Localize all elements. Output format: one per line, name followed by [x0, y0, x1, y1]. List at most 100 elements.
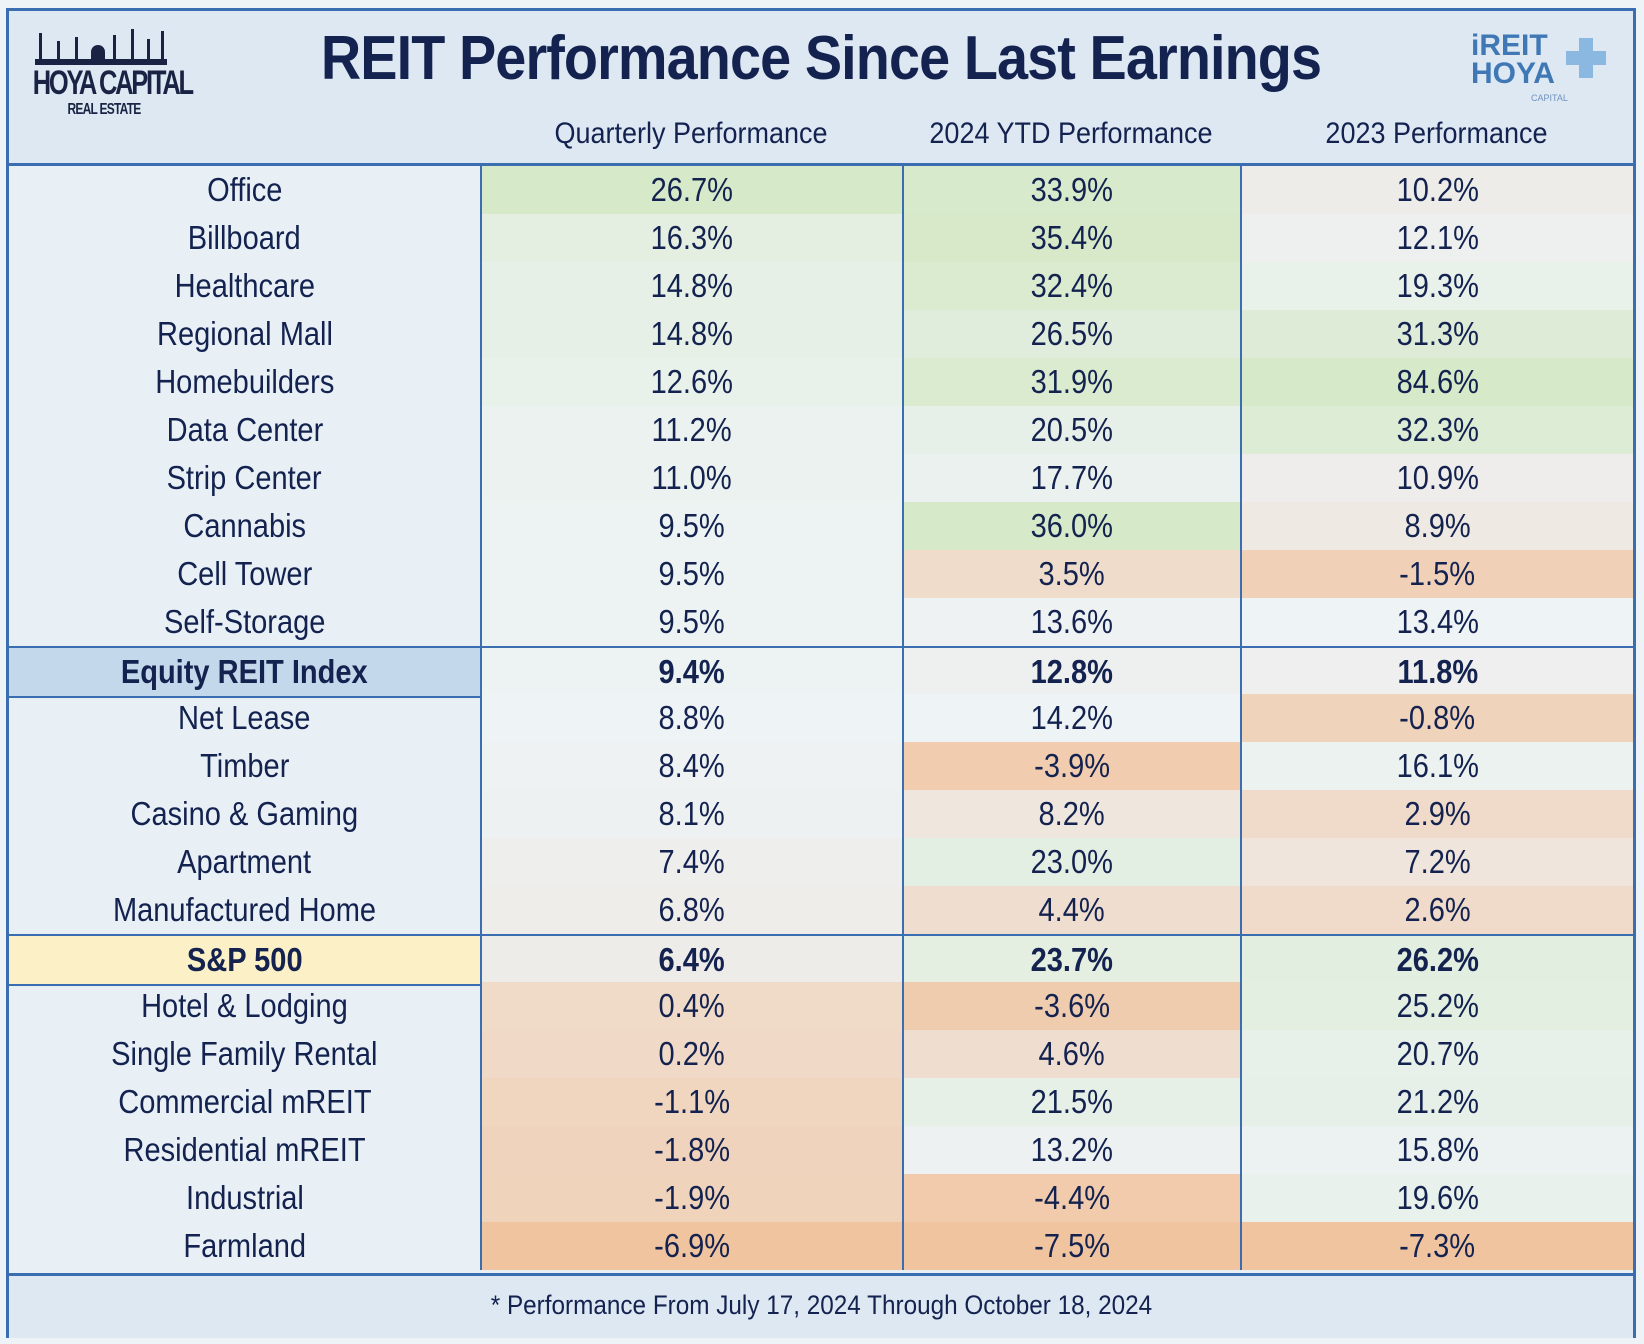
- equity-benchmark-row: Equity REIT Index 9.4% 12.8% 11.8%: [9, 646, 1633, 698]
- cell-ytd: 32.4%: [902, 262, 1240, 310]
- cell-y2023: 26.2%: [1240, 936, 1633, 984]
- cell-ytd: 33.9%: [902, 166, 1240, 214]
- cell-ytd: 31.9%: [902, 358, 1240, 406]
- sector-name: Self-Storage: [163, 603, 326, 640]
- table-row: Net Lease 8.8% 14.2% -0.8%: [9, 694, 1633, 742]
- cell-q: 14.8%: [480, 262, 902, 310]
- cell-q: 6.8%: [480, 886, 902, 934]
- table-row: Farmland -6.9% -7.5% -7.3%: [9, 1222, 1633, 1270]
- table-row: Manufactured Home 6.8% 4.4% 2.6%: [9, 886, 1633, 934]
- sector-name: Homebuilders: [154, 363, 335, 400]
- sector-name: Commercial mREIT: [117, 1083, 372, 1120]
- sector-name: Equity REIT Index: [9, 648, 480, 696]
- sector-name: Apartment: [177, 843, 312, 880]
- cell-ytd: -3.6%: [902, 982, 1240, 1030]
- cell-y2023: 21.2%: [1240, 1078, 1633, 1126]
- cell-ytd: 35.4%: [902, 214, 1240, 262]
- cell-y2023: 19.6%: [1240, 1174, 1633, 1222]
- cell-ytd: 3.5%: [902, 550, 1240, 598]
- sector-name: Net Lease: [178, 699, 311, 736]
- table-row: Industrial -1.9% -4.4% 19.6%: [9, 1174, 1633, 1222]
- column-header-ytd: 2024 YTD Performance: [929, 117, 1213, 150]
- table-row: Apartment 7.4% 23.0% 7.2%: [9, 838, 1633, 886]
- table-row: Commercial mREIT -1.1% 21.5% 21.2%: [9, 1078, 1633, 1126]
- cell-q: 11.2%: [480, 406, 902, 454]
- cell-q: -6.9%: [480, 1222, 902, 1270]
- cell-y2023: 11.8%: [1240, 648, 1633, 696]
- table-row: Cell Tower 9.5% 3.5% -1.5%: [9, 550, 1633, 598]
- sector-name: Strip Center: [167, 459, 322, 496]
- table-row: Billboard 16.3% 35.4% 12.1%: [9, 214, 1633, 262]
- sector-name: Industrial: [185, 1179, 304, 1216]
- cell-ytd: 21.5%: [902, 1078, 1240, 1126]
- cell-y2023: 25.2%: [1240, 982, 1633, 1030]
- cell-ytd: 20.5%: [902, 406, 1240, 454]
- cell-y2023: 12.1%: [1240, 214, 1633, 262]
- cell-ytd: -3.9%: [902, 742, 1240, 790]
- cell-y2023: -0.8%: [1240, 694, 1633, 742]
- cell-y2023: 16.1%: [1240, 742, 1633, 790]
- table-row: Residential mREIT -1.8% 13.2% 15.8%: [9, 1126, 1633, 1174]
- sector-name: Billboard: [187, 219, 301, 256]
- cell-q: 0.4%: [480, 982, 902, 1030]
- cell-ytd: 23.7%: [902, 936, 1240, 984]
- cell-q: 26.7%: [480, 166, 902, 214]
- cell-y2023: 20.7%: [1240, 1030, 1633, 1078]
- cell-q: -1.1%: [480, 1078, 902, 1126]
- sector-name: Office: [206, 171, 283, 208]
- column-header-quarterly: Quarterly Performance: [554, 117, 828, 150]
- page-title: REIT Performance Since Last Earnings: [320, 24, 1322, 93]
- cell-y2023: 32.3%: [1240, 406, 1633, 454]
- cell-q: 14.8%: [480, 310, 902, 358]
- header: HOYA CAPITAL REAL ESTATE REIT Performanc…: [9, 11, 1633, 166]
- cell-q: 0.2%: [480, 1030, 902, 1078]
- cell-y2023: -1.5%: [1240, 550, 1633, 598]
- table-row: Strip Center 11.0% 17.7% 10.9%: [9, 454, 1633, 502]
- cell-q: 7.4%: [480, 838, 902, 886]
- table-row: Homebuilders 12.6% 31.9% 84.6%: [9, 358, 1633, 406]
- sector-name: Farmland: [183, 1227, 306, 1264]
- ireit-hoya-logo: iREIT HOYA CAPITAL: [1471, 31, 1611, 111]
- cell-ytd: 23.0%: [902, 838, 1240, 886]
- cell-q: 9.5%: [480, 502, 902, 550]
- cell-y2023: 10.9%: [1240, 454, 1633, 502]
- cell-q: 11.0%: [480, 454, 902, 502]
- cell-ytd: -4.4%: [902, 1174, 1240, 1222]
- sector-name: Regional Mall: [156, 315, 333, 352]
- sector-name: Data Center: [166, 411, 323, 448]
- sector-name: Cannabis: [183, 507, 306, 544]
- skyline-icon: [35, 25, 167, 65]
- table-row: Cannabis 9.5% 36.0% 8.9%: [9, 502, 1633, 550]
- table-row: Office 26.7% 33.9% 10.2%: [9, 166, 1633, 214]
- cell-y2023: 8.9%: [1240, 502, 1633, 550]
- cell-ytd: 14.2%: [902, 694, 1240, 742]
- cell-q: 12.6%: [480, 358, 902, 406]
- cell-ytd: 12.8%: [902, 648, 1240, 696]
- cell-y2023: 15.8%: [1240, 1126, 1633, 1174]
- cell-ytd: 4.6%: [902, 1030, 1240, 1078]
- cell-q: 16.3%: [480, 214, 902, 262]
- sector-name: Hotel & Lodging: [141, 987, 348, 1024]
- cell-ytd: 4.4%: [902, 886, 1240, 934]
- cell-q: 6.4%: [480, 936, 902, 984]
- cell-q: 8.8%: [480, 694, 902, 742]
- table-row: Single Family Rental 0.2% 4.6% 20.7%: [9, 1030, 1633, 1078]
- table-row: Regional Mall 14.8% 26.5% 31.3%: [9, 310, 1633, 358]
- sector-name: S&P 500: [9, 936, 480, 984]
- cell-y2023: 13.4%: [1240, 598, 1633, 646]
- cell-q: 8.4%: [480, 742, 902, 790]
- cell-q: 9.5%: [480, 550, 902, 598]
- sector-name: Residential mREIT: [123, 1131, 366, 1168]
- sector-name: Single Family Rental: [111, 1035, 378, 1072]
- table-row: Healthcare 14.8% 32.4% 19.3%: [9, 262, 1633, 310]
- cell-q: 9.4%: [480, 648, 902, 696]
- cell-ytd: 17.7%: [902, 454, 1240, 502]
- table-row: Timber 8.4% -3.9% 16.1%: [9, 742, 1633, 790]
- cell-q: 8.1%: [480, 790, 902, 838]
- cell-ytd: 36.0%: [902, 502, 1240, 550]
- cell-y2023: 2.9%: [1240, 790, 1633, 838]
- table-row: Casino & Gaming 8.1% 8.2% 2.9%: [9, 790, 1633, 838]
- cell-q: -1.8%: [480, 1126, 902, 1174]
- column-header-2023: 2023 Performance: [1325, 117, 1548, 150]
- cell-y2023: -7.3%: [1240, 1222, 1633, 1270]
